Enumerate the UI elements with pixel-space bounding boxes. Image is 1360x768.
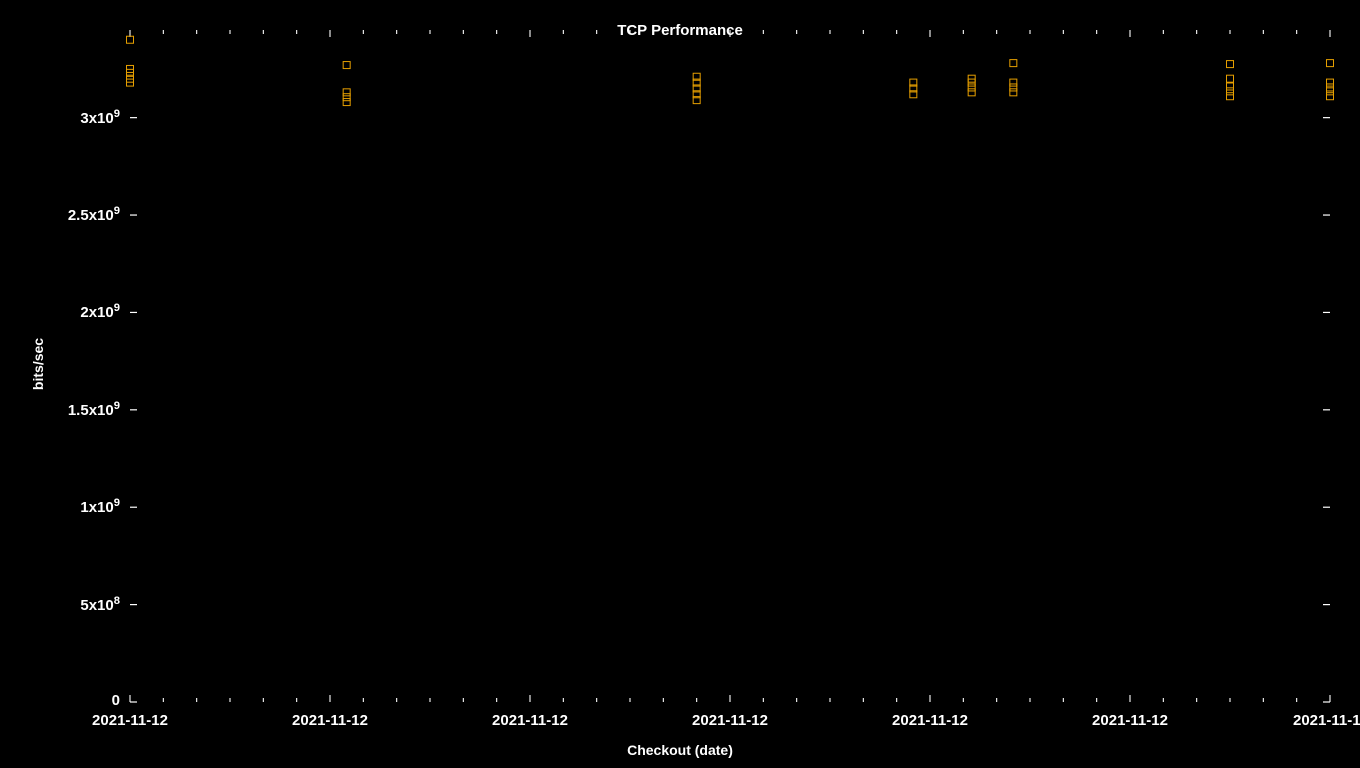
data-marker [1227, 75, 1234, 82]
x-tick-label: 2021-11-12 [1092, 712, 1168, 729]
plot-area [0, 0, 1360, 768]
y-tick-label: 0 [112, 692, 120, 709]
data-marker [343, 99, 350, 106]
data-marker [1327, 60, 1334, 67]
x-tick-label: 2021-11-12 [492, 712, 568, 729]
y-tick-label: 2.5x109 [68, 205, 120, 224]
data-marker [1327, 79, 1334, 86]
y-tick-label: 2x109 [80, 302, 120, 321]
tcp-performance-chart: TCP Performance bits/sec Checkout (date)… [0, 0, 1360, 768]
data-marker [343, 62, 350, 69]
data-marker [1010, 79, 1017, 86]
data-marker [1227, 93, 1234, 100]
data-marker [343, 94, 350, 101]
y-tick-label: 1x109 [80, 497, 120, 516]
data-marker [968, 89, 975, 96]
y-tick-label: 1.5x109 [68, 400, 120, 419]
data-marker [1010, 84, 1017, 91]
data-marker [968, 84, 975, 91]
x-tick-label: 2021-11-12 [92, 712, 168, 729]
data-marker [127, 36, 134, 43]
data-marker [1227, 83, 1234, 90]
data-marker [1227, 61, 1234, 68]
data-marker [1327, 93, 1334, 100]
x-tick-label: 2021-11-12 [692, 712, 768, 729]
data-marker [343, 89, 350, 96]
y-tick-label: 3x109 [80, 108, 120, 127]
x-tick-label: 2021-11-12 [292, 712, 368, 729]
data-marker [1010, 60, 1017, 67]
data-marker [1010, 89, 1017, 96]
data-marker [1227, 88, 1234, 95]
y-tick-label: 5x108 [80, 595, 120, 614]
x-tick-label: 2021-11-1 [1293, 712, 1360, 729]
x-tick-label: 2021-11-12 [892, 712, 968, 729]
